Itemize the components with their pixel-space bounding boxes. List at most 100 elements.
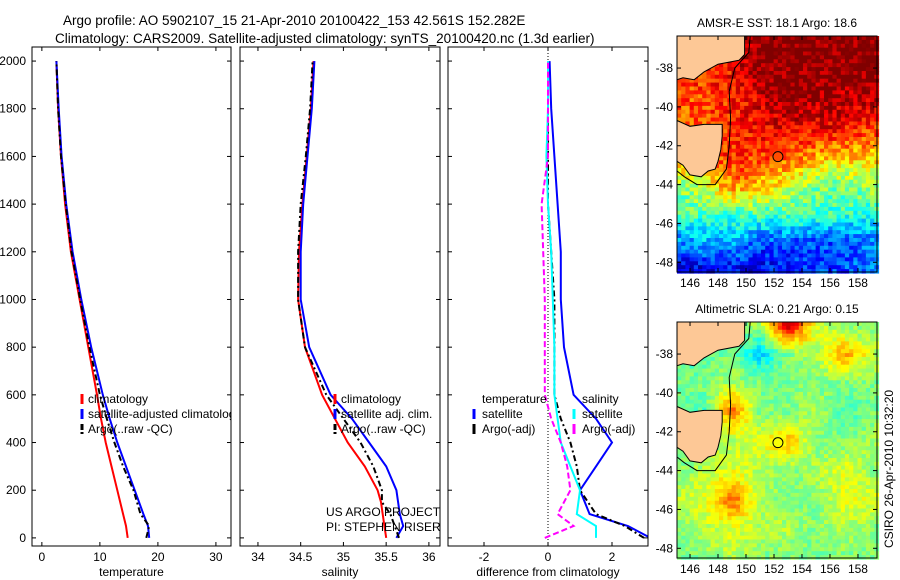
heatmap-cell — [731, 156, 737, 161]
heatmap-cell — [735, 438, 741, 443]
heatmap-cell — [798, 430, 804, 436]
heatmap-cell — [723, 133, 728, 138]
lon-tick-label: 146 — [680, 276, 700, 290]
heatmap-cell — [824, 269, 829, 274]
heatmap-cell — [756, 465, 762, 471]
heatmap-cell — [840, 133, 846, 138]
heatmap-cell — [857, 341, 863, 346]
heatmap-cell — [815, 249, 821, 255]
heatmap-cell — [769, 465, 775, 471]
heatmap-cell — [769, 372, 775, 377]
heatmap-cell — [828, 257, 833, 262]
heatmap-cell — [723, 226, 728, 231]
heatmap-cell — [756, 395, 762, 401]
heatmap-cell — [769, 234, 775, 239]
heatmap-cell — [790, 206, 796, 212]
heatmap-cell — [702, 395, 707, 401]
heatmap-cell — [857, 411, 863, 416]
heatmap-cell — [782, 322, 787, 327]
heatmap-cell — [794, 329, 800, 335]
heatmap-cell — [761, 333, 766, 339]
heatmap-cell — [782, 71, 787, 76]
heatmap-cell — [769, 191, 775, 196]
heatmap-cell — [719, 265, 724, 270]
heatmap-cell — [840, 368, 846, 374]
heatmap-cell — [681, 94, 686, 99]
heatmap-cell — [681, 257, 686, 262]
heatmap-cell — [719, 399, 724, 405]
heatmap-cell — [807, 458, 812, 463]
heatmap-cell — [723, 430, 728, 436]
heatmap-cell — [714, 113, 720, 119]
heatmap-cell — [849, 78, 854, 84]
heatmap-cell — [857, 415, 863, 420]
heatmap-cell — [815, 148, 821, 154]
heatmap-cell — [794, 109, 800, 115]
heatmap-cell — [815, 117, 821, 123]
heatmap-cell — [811, 71, 817, 76]
heatmap-cell — [689, 210, 695, 216]
heatmap-cell — [790, 265, 796, 270]
heatmap-cell — [731, 218, 737, 224]
heatmap-cell — [773, 94, 779, 99]
heatmap-cell — [769, 458, 775, 463]
heatmap-cell — [807, 175, 812, 181]
heatmap-cell — [824, 458, 829, 463]
heatmap-cell — [752, 67, 758, 72]
heatmap-cell — [836, 51, 842, 56]
heatmap-cell — [777, 125, 783, 130]
heatmap-cell — [844, 179, 850, 185]
heatmap-cell — [840, 353, 846, 358]
heatmap-cell — [756, 164, 762, 169]
heatmap-cell — [748, 461, 754, 467]
heatmap-cell — [844, 353, 850, 358]
heatmap-cell — [765, 234, 770, 239]
heatmap-cell — [786, 82, 791, 88]
heatmap-cell — [773, 203, 779, 208]
heatmap-cell — [790, 446, 796, 451]
heatmap-cell — [798, 82, 804, 88]
heatmap-cell — [815, 125, 821, 130]
heatmap-cell — [853, 117, 859, 123]
heatmap-cell — [849, 426, 854, 432]
heatmap-cell — [744, 245, 749, 251]
heatmap-cell — [824, 261, 829, 266]
heatmap-cell — [693, 391, 699, 397]
heatmap-cell — [790, 329, 796, 335]
heatmap-cell — [815, 372, 821, 377]
heatmap-cell — [744, 36, 749, 41]
heatmap-cell — [819, 86, 825, 91]
plot-area — [32, 47, 231, 546]
heatmap-cell — [865, 187, 871, 192]
heatmap-cell — [844, 148, 850, 154]
heatmap-cell — [740, 230, 745, 235]
heatmap-cell — [815, 203, 821, 208]
heatmap-cell — [782, 160, 787, 165]
heatmap-cell — [765, 419, 770, 424]
heatmap-cell — [706, 469, 712, 475]
heatmap-cell — [706, 364, 712, 370]
heatmap-cell — [782, 253, 787, 258]
heatmap-cell — [794, 129, 800, 134]
heatmap-cell — [811, 59, 817, 64]
heatmap-cell — [798, 341, 804, 346]
heatmap-cell — [832, 419, 838, 424]
heatmap-cell — [731, 419, 737, 424]
heatmap-cell — [719, 461, 724, 467]
heatmap-cell — [844, 102, 850, 107]
heatmap-cell — [744, 187, 749, 192]
heatmap-cell — [844, 156, 850, 161]
heatmap-cell — [815, 419, 821, 424]
figure-title-line2: Climatology: CARS2009. Satellite-adjuste… — [55, 31, 595, 46]
heatmap-cell — [865, 195, 871, 200]
heatmap-cell — [811, 333, 817, 339]
heatmap-cell — [794, 337, 800, 342]
heatmap-cell — [761, 353, 766, 358]
heatmap-cell — [844, 411, 850, 416]
heatmap-cell — [811, 86, 817, 91]
heatmap-cell — [798, 384, 804, 389]
heatmap-cell — [786, 253, 791, 258]
heatmap-cell — [790, 376, 796, 381]
heatmap-cell — [849, 434, 854, 440]
heatmap-cell — [723, 353, 728, 358]
